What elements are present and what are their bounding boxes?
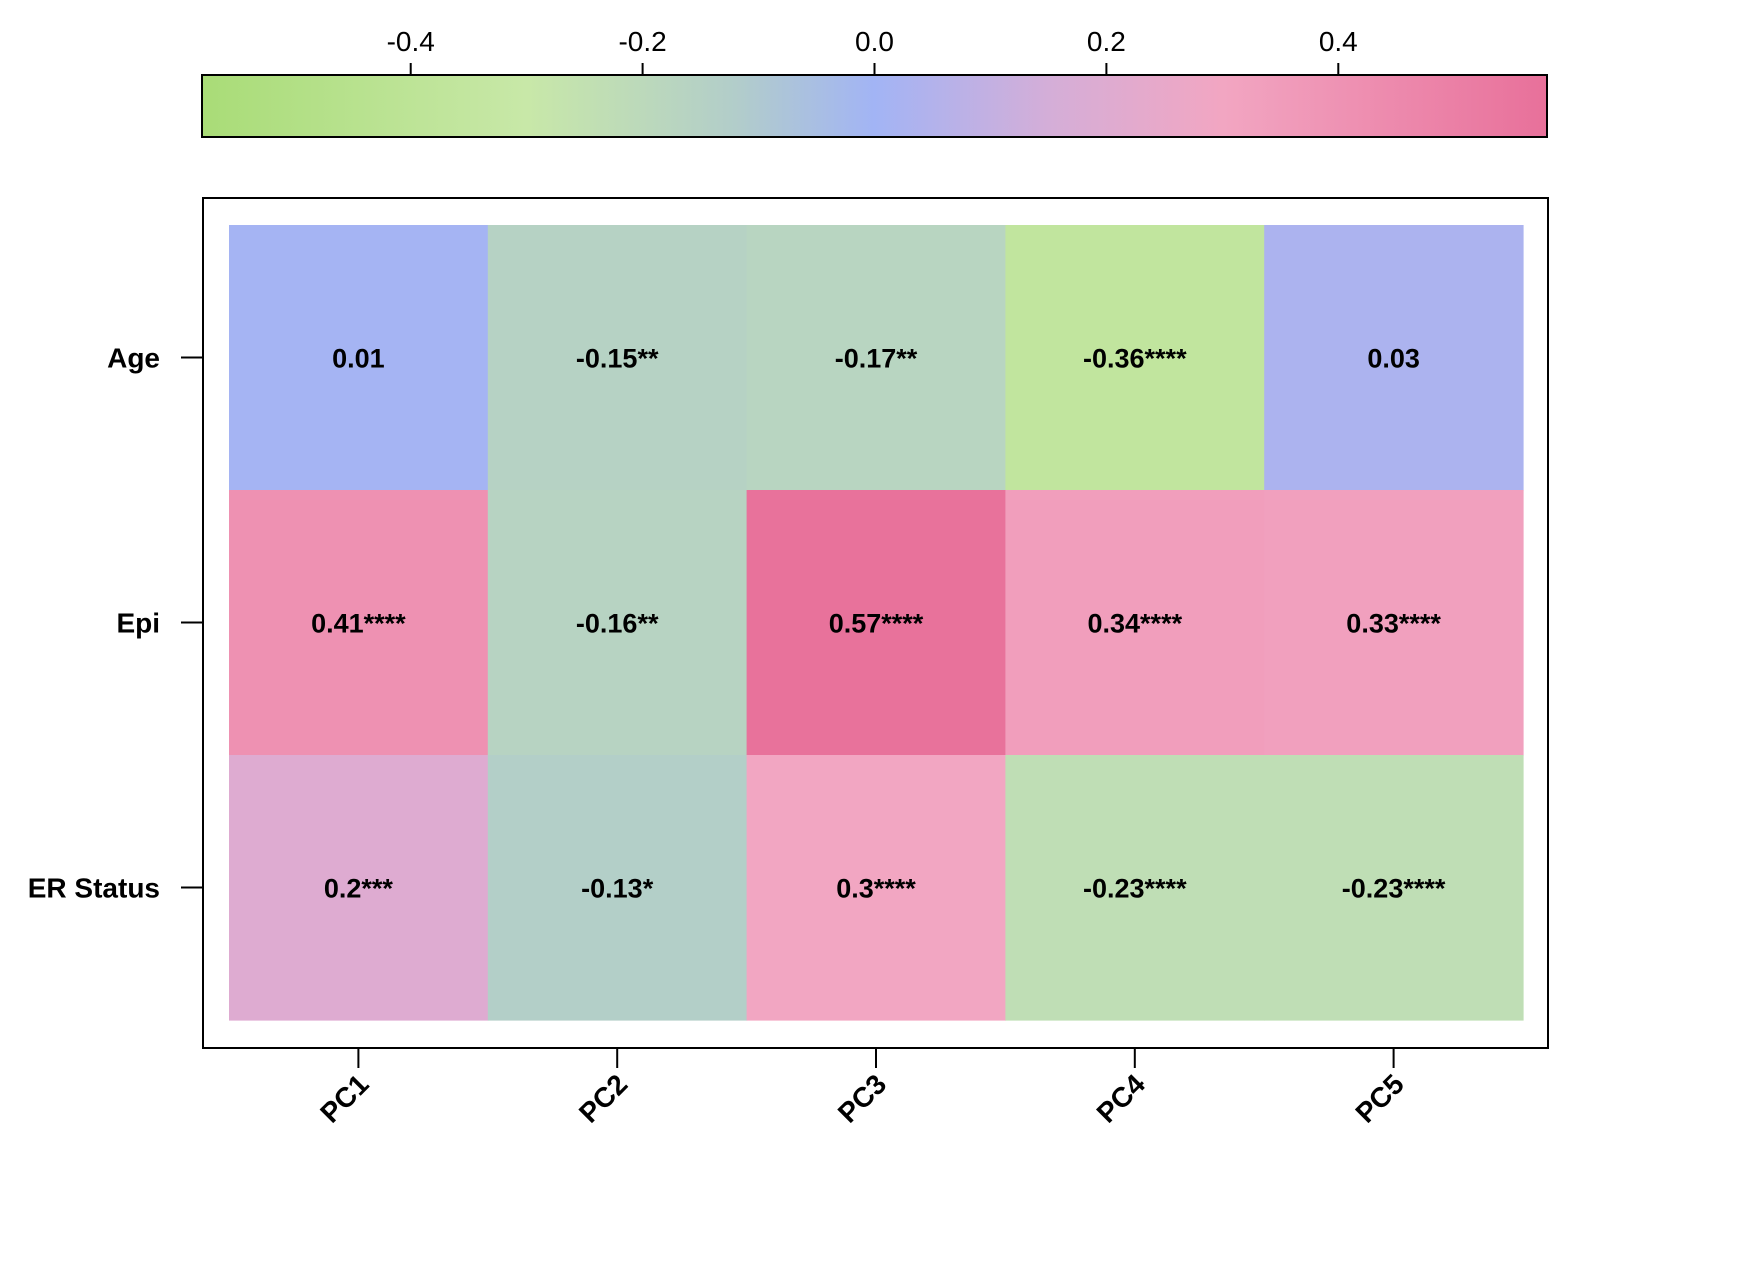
heatmap-cell <box>229 225 489 491</box>
heatmap-cell-label: -0.36**** <box>1083 344 1187 374</box>
heatmap-cell-label: -0.15** <box>576 344 659 374</box>
y-tick-label: Epi <box>116 608 160 639</box>
colorbar-tick-label: 0.4 <box>1319 26 1358 57</box>
x-axis: PC1 PC2 PC3 PC4 PC5 <box>314 1048 1410 1129</box>
heatmap-cell-label: 0.2*** <box>324 874 394 904</box>
heatmap-cell-label: -0.13* <box>581 874 654 904</box>
heatmap-cell <box>746 755 1006 1021</box>
heatmap-cell-label: -0.23**** <box>1083 874 1187 904</box>
colorbar-gradient <box>201 74 1548 138</box>
heatmap-cell-labels: 0.01 -0.15** -0.17** -0.36**** 0.03 0.41**** -… <box>311 344 1446 904</box>
colorbar-tick-label: -0.4 <box>387 26 435 57</box>
heatmap-cell-label: 0.03 <box>1367 344 1420 374</box>
heatmap-cell-label: 0.33**** <box>1346 609 1441 639</box>
heatmap-cell <box>1005 225 1265 491</box>
heatmap-plot: 0.01 -0.15** -0.17** -0.36**** 0.03 0.41**** -… <box>28 197 1549 1129</box>
heatmap-cell-label: -0.23**** <box>1342 874 1446 904</box>
x-tick-label: PC2 <box>573 1068 633 1128</box>
x-tick-label: PC4 <box>1091 1068 1152 1129</box>
colorbar-tick-label: 0.2 <box>1087 26 1126 57</box>
heatmap-cell-label: 0.34**** <box>1088 609 1183 639</box>
heatmap-cell <box>1264 225 1524 491</box>
heatmap-cell <box>487 490 748 756</box>
heatmap-cell <box>229 755 489 1021</box>
heatmap-cell <box>1005 490 1265 756</box>
heatmap-cell-label: 0.41**** <box>311 609 406 639</box>
colorbar-tick-label: 0.0 <box>855 26 894 57</box>
heatmap-cell-label: 0.3**** <box>836 874 916 904</box>
heatmap-cell <box>487 225 748 491</box>
heatmap-cell <box>487 755 748 1021</box>
heatmap-cell <box>746 225 1006 491</box>
heatmap-cell-label: 0.57**** <box>829 609 924 639</box>
y-axis: Age Epi ER Status <box>28 343 203 904</box>
colorbar: -0.4 -0.2 0.0 0.2 0.4 <box>201 26 1548 138</box>
colorbar-tick-label: -0.2 <box>618 26 666 57</box>
heatmap-cell <box>1264 490 1524 756</box>
heatmap-cell-label: -0.17** <box>835 344 918 374</box>
heatmap-cell <box>1005 755 1265 1021</box>
x-tick-label: PC3 <box>832 1068 892 1128</box>
x-tick-label: PC5 <box>1349 1068 1409 1128</box>
colorbar-ticks: -0.4 -0.2 0.0 0.2 0.4 <box>387 26 1358 75</box>
heatmap-cell-label: -0.16** <box>576 609 659 639</box>
heatmap-cell <box>746 490 1006 756</box>
heatmap-cell <box>1264 755 1524 1021</box>
heatmap-cells <box>229 225 1524 1021</box>
y-tick-label: ER Status <box>28 873 160 904</box>
heatmap-cell <box>229 490 489 756</box>
x-tick-label: PC1 <box>314 1068 374 1128</box>
heatmap-cell-label: 0.01 <box>332 344 385 374</box>
y-tick-label: Age <box>107 343 160 374</box>
